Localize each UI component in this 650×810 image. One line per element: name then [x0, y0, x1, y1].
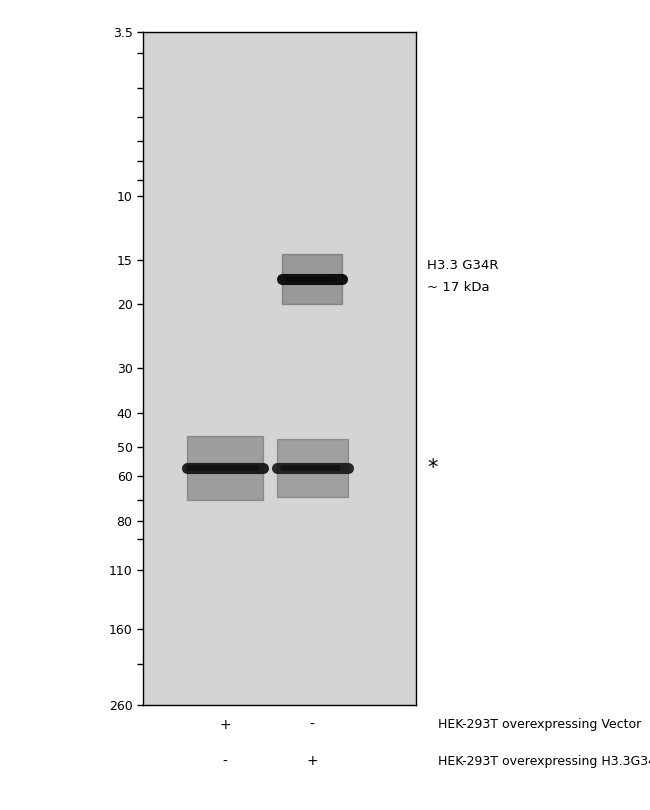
Text: *: *	[427, 458, 437, 478]
Text: -: -	[222, 754, 227, 769]
Text: +: +	[306, 754, 318, 769]
Text: H3.3 G34R: H3.3 G34R	[427, 258, 499, 271]
Text: -: -	[310, 718, 315, 732]
Text: +: +	[219, 718, 231, 732]
Text: HEK-293T overexpressing Vector: HEK-293T overexpressing Vector	[438, 718, 641, 731]
Text: HEK-293T overexpressing H3.3G34R: HEK-293T overexpressing H3.3G34R	[438, 755, 650, 768]
Text: ~ 17 kDa: ~ 17 kDa	[427, 281, 489, 294]
